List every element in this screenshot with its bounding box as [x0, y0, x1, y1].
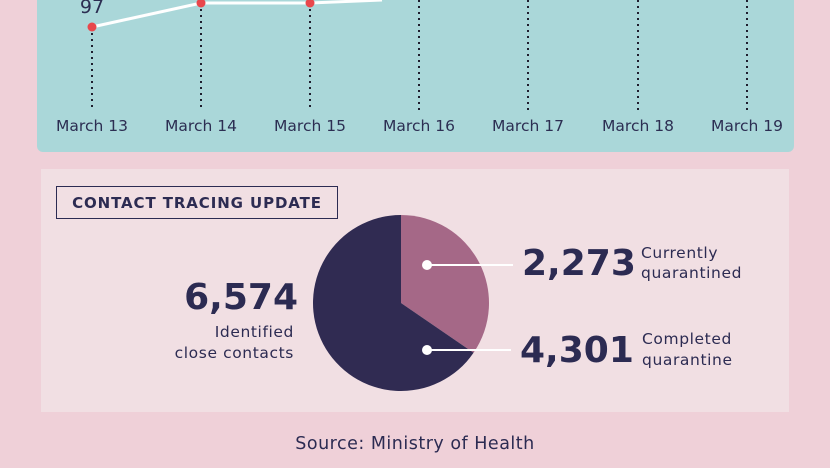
x-tick-label: March 13	[56, 117, 128, 135]
quarantined-value: 2,273	[522, 243, 636, 284]
section-title: CONTACT TRACING UPDATE	[56, 186, 338, 219]
leader-marker	[422, 260, 432, 270]
pie-slice	[401, 215, 490, 353]
data-label: 97	[80, 0, 104, 18]
quarantined-label-line2: quarantined	[641, 264, 743, 282]
series-line	[91, 0, 383, 29]
completed-value: 4,301	[520, 330, 634, 371]
line-chart: 97	[80, 0, 748, 110]
x-tick-label: March 17	[492, 117, 564, 135]
source-note: Source: Ministry of Health	[295, 434, 535, 454]
x-tick-label: March 15	[274, 117, 346, 135]
contact-tracing-panel: CONTACT TRACING UPDATE 6,574 Identified …	[41, 169, 789, 412]
x-tick-label: March 19	[711, 117, 783, 135]
data-point	[196, 0, 206, 8]
x-tick-label: March 18	[602, 117, 674, 135]
leader-marker	[422, 345, 432, 355]
data-point	[305, 0, 315, 8]
x-tick-label: March 16	[383, 117, 455, 135]
completed-label-line1: Completed	[642, 330, 732, 348]
data-point	[87, 22, 97, 32]
total-contacts-value: 6,574	[184, 277, 298, 318]
pie-slice	[313, 215, 474, 391]
total-contacts-label-line1: Identified	[214, 323, 294, 341]
quarantined-label-line1: Currently	[641, 244, 719, 262]
x-tick-label: March 14	[165, 117, 237, 135]
total-contacts-label-line2: close contacts	[174, 344, 294, 362]
completed-label-line2: quarantine	[642, 351, 733, 369]
pie-chart	[313, 215, 513, 391]
line-chart-panel: 97 March 13 March 14 March 15 March 16 March…	[37, 0, 794, 152]
